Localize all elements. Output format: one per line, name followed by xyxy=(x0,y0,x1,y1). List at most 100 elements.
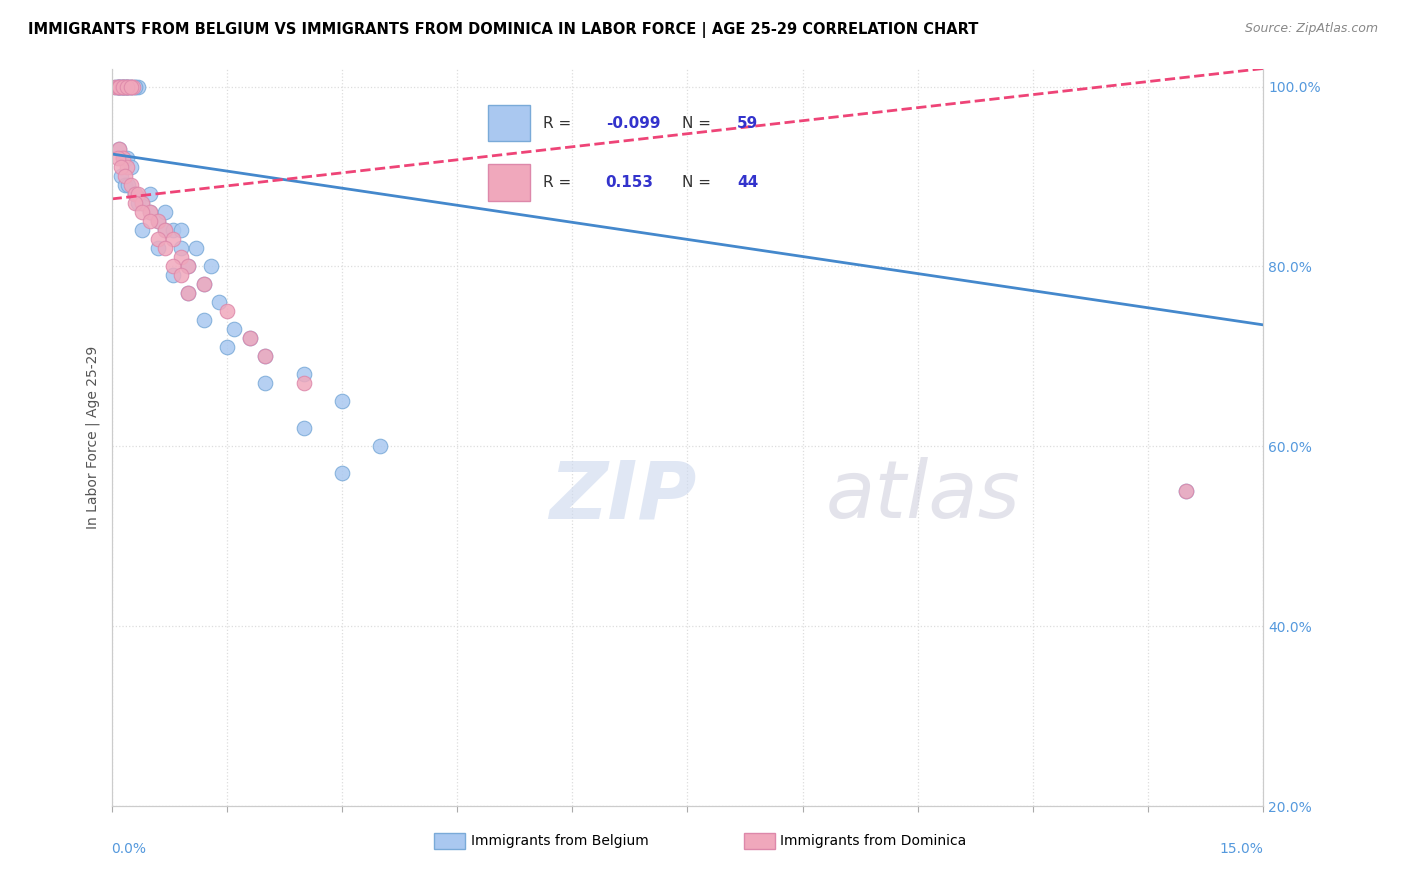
Point xyxy=(330,394,353,409)
Point xyxy=(131,196,153,211)
Point xyxy=(162,268,184,283)
Point xyxy=(112,79,135,94)
Point xyxy=(146,232,169,246)
Text: Source: ZipAtlas.com: Source: ZipAtlas.com xyxy=(1244,22,1378,36)
Point xyxy=(117,79,139,94)
Point xyxy=(117,178,139,193)
Point xyxy=(124,187,146,202)
Point xyxy=(162,260,184,274)
Point xyxy=(120,79,142,94)
Point xyxy=(292,421,315,435)
Text: Immigrants from Dominica: Immigrants from Dominica xyxy=(780,834,966,848)
Point xyxy=(110,79,132,94)
Point xyxy=(107,79,129,94)
Point xyxy=(254,349,277,363)
Text: 0.0%: 0.0% xyxy=(111,842,146,855)
Text: 15.0%: 15.0% xyxy=(1219,842,1263,855)
Point xyxy=(170,223,193,237)
Point xyxy=(124,79,146,94)
Text: atlas: atlas xyxy=(825,458,1021,535)
Point xyxy=(155,223,177,237)
Point xyxy=(104,79,127,94)
Point xyxy=(170,251,193,265)
Point xyxy=(224,322,246,336)
Point xyxy=(184,241,207,255)
Point xyxy=(108,79,131,94)
Point xyxy=(104,79,127,94)
Text: Immigrants from Belgium: Immigrants from Belgium xyxy=(471,834,648,848)
Point xyxy=(139,205,162,219)
Point xyxy=(107,79,129,94)
Point xyxy=(127,196,149,211)
Point xyxy=(115,79,138,94)
Point xyxy=(110,79,132,94)
Point xyxy=(254,376,277,391)
Point xyxy=(292,368,315,382)
Point xyxy=(254,349,277,363)
Point xyxy=(108,143,131,157)
Point xyxy=(115,79,138,94)
Point xyxy=(1175,484,1198,499)
Point xyxy=(177,260,200,274)
Point xyxy=(239,331,262,345)
Point xyxy=(177,260,200,274)
Point xyxy=(114,178,136,193)
Point xyxy=(155,241,177,255)
Point xyxy=(193,313,215,327)
Point xyxy=(108,79,131,94)
Point xyxy=(112,79,135,94)
Point xyxy=(208,295,231,310)
Point xyxy=(127,79,149,94)
Point xyxy=(107,79,129,94)
Point xyxy=(107,152,129,166)
Point xyxy=(120,79,142,94)
Text: IMMIGRANTS FROM BELGIUM VS IMMIGRANTS FROM DOMINICA IN LABOR FORCE | AGE 25-29 C: IMMIGRANTS FROM BELGIUM VS IMMIGRANTS FR… xyxy=(28,22,979,38)
Point xyxy=(177,286,200,301)
Point xyxy=(110,161,132,175)
Point xyxy=(114,79,136,94)
Point xyxy=(114,169,136,184)
Point xyxy=(131,196,153,211)
Point xyxy=(115,152,138,166)
Point xyxy=(124,79,146,94)
Point xyxy=(215,340,238,354)
Point xyxy=(124,196,146,211)
Point xyxy=(112,152,135,166)
Point xyxy=(368,439,391,453)
Point xyxy=(120,79,142,94)
Point xyxy=(139,205,162,219)
Text: ZIP: ZIP xyxy=(550,458,696,535)
Point xyxy=(155,223,177,237)
Point xyxy=(170,241,193,255)
Point xyxy=(112,152,135,166)
Point xyxy=(330,467,353,481)
Point xyxy=(115,161,138,175)
Point xyxy=(131,223,153,237)
Point xyxy=(112,79,135,94)
Point xyxy=(177,286,200,301)
Point xyxy=(124,187,146,202)
Point xyxy=(115,79,138,94)
Point xyxy=(108,79,131,94)
Point xyxy=(162,232,184,246)
Point xyxy=(170,268,193,283)
Point xyxy=(112,79,135,94)
Point xyxy=(115,79,138,94)
Point xyxy=(127,187,149,202)
Point xyxy=(110,79,132,94)
Point xyxy=(114,79,136,94)
Point xyxy=(146,241,169,255)
Point xyxy=(146,214,169,228)
Point xyxy=(131,205,153,219)
Point xyxy=(155,205,177,219)
Point xyxy=(114,79,136,94)
Point xyxy=(108,79,131,94)
Point xyxy=(120,79,142,94)
Point xyxy=(239,331,262,345)
Point xyxy=(120,178,142,193)
Point xyxy=(1175,484,1198,499)
Point xyxy=(139,214,162,228)
Point xyxy=(162,223,184,237)
Point xyxy=(110,169,132,184)
Point xyxy=(124,187,146,202)
